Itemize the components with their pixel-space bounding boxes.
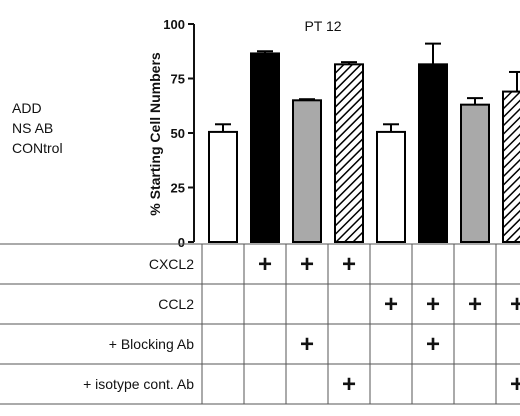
table-plus-mark: +	[300, 251, 314, 278]
table-plus-mark: +	[258, 251, 272, 278]
bar	[208, 130, 238, 243]
table-plus-mark: +	[426, 331, 440, 358]
table-row-label: CCL2	[158, 296, 194, 312]
side-label-control: CONtrol	[12, 140, 63, 156]
bar	[334, 63, 364, 243]
table-plus-mark: +	[300, 331, 314, 358]
table-row-label: + Blocking Ab	[109, 336, 194, 352]
table-plus-mark: +	[342, 371, 356, 398]
bar	[250, 52, 280, 244]
side-label-add: ADD	[12, 100, 42, 116]
table-plus-mark: +	[426, 291, 440, 318]
chart-title: PT 12	[304, 18, 341, 34]
table-plus-mark: +	[384, 291, 398, 318]
table-row-label: CXCL2	[149, 256, 194, 272]
table-plus-mark: +	[342, 251, 356, 278]
y-tick-label: 0	[178, 235, 185, 250]
y-tick-label: 100	[163, 17, 185, 32]
bar	[502, 90, 520, 243]
condition-table: CXCL2 + + + CCL2 + + + + + Blocking Ab + + + isotype…	[0, 243, 520, 405]
y-axis-label: % Starting Cell Numbers	[147, 52, 163, 216]
bar	[460, 103, 490, 243]
side-label-ns-ab: NS AB	[12, 120, 54, 136]
table-row-label: + isotype cont. Ab	[83, 376, 194, 392]
plot-area: 0 25 50 75 100	[163, 17, 520, 250]
y-tick-label: 50	[171, 126, 185, 141]
bar	[292, 99, 322, 243]
bar	[376, 130, 406, 243]
table-plus-mark: +	[468, 291, 482, 318]
y-tick-label: 75	[171, 72, 185, 87]
table-plus-mark: +	[510, 291, 520, 318]
bar	[418, 63, 448, 243]
y-tick-label: 25	[171, 181, 185, 196]
table-plus-mark: +	[510, 371, 520, 398]
